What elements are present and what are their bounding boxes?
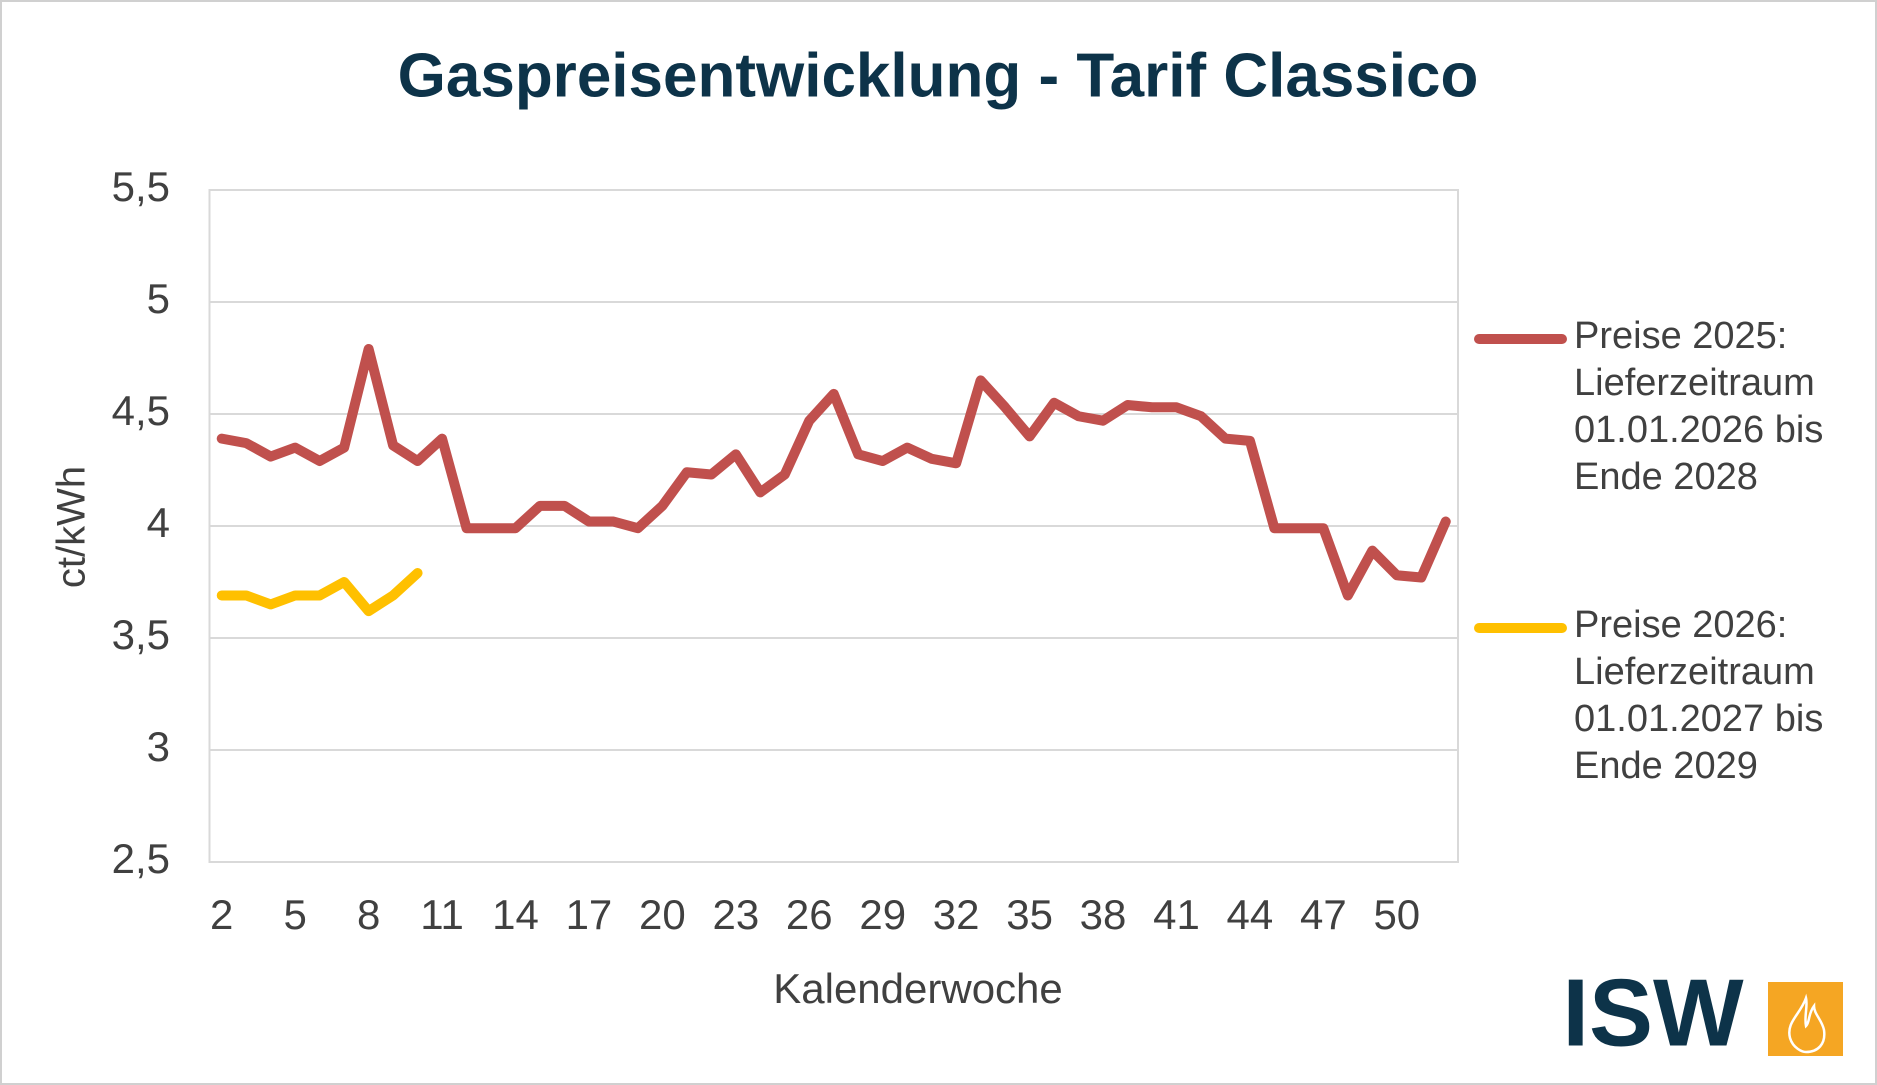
legend-label: Preise 2026: Lieferzeitraum 01.01.2027 b… [1574, 604, 1824, 787]
x-tick-label: 5 [284, 891, 307, 938]
x-tick-label: 29 [859, 891, 906, 938]
x-tick-label: 35 [1006, 891, 1053, 938]
x-tick-label: 11 [420, 891, 464, 938]
x-tick-label: 41 [1153, 891, 1200, 938]
x-tick-label: 8 [357, 891, 380, 938]
legend-item: Preise 2026: Lieferzeitraum 01.01.2027 b… [1574, 604, 1824, 787]
x-tick-label: 26 [786, 891, 833, 938]
series-line [216, 568, 423, 617]
y-axis-title: ct/kWh [50, 466, 94, 588]
x-tick-label: 50 [1373, 891, 1420, 938]
y-tick-label: 2,5 [112, 835, 170, 882]
x-tick-label: 44 [1227, 891, 1274, 938]
x-tick-label: 32 [933, 891, 980, 938]
x-tick-label: 20 [639, 891, 686, 938]
legend-item: Preise 2025: Lieferzeitraum 01.01.2026 b… [1574, 315, 1824, 498]
series-line [216, 344, 1451, 601]
y-tick-label: 3,5 [112, 611, 170, 658]
logo-text: ISW [1562, 959, 1744, 1066]
y-tick-label: 5,5 [112, 163, 170, 210]
y-tick-label: 5 [147, 275, 170, 322]
x-tick-label: 47 [1300, 891, 1347, 938]
x-tick-label: 38 [1080, 891, 1127, 938]
y-tick-label: 4,5 [112, 387, 170, 434]
legend-label: Preise 2025: Lieferzeitraum 01.01.2026 b… [1574, 315, 1824, 498]
y-tick-label: 4 [147, 499, 170, 546]
x-tick-label: 2 [210, 891, 233, 938]
x-axis-title: Kalenderwoche [773, 965, 1063, 1012]
y-tick-label: 3 [147, 723, 170, 770]
logo-icon [1768, 982, 1843, 1056]
chart-title: Gaspreisentwicklung - Tarif Classico [398, 41, 1479, 110]
x-tick-label: 17 [566, 891, 613, 938]
x-tick-label: 14 [492, 891, 539, 938]
x-tick-label: 23 [712, 891, 759, 938]
